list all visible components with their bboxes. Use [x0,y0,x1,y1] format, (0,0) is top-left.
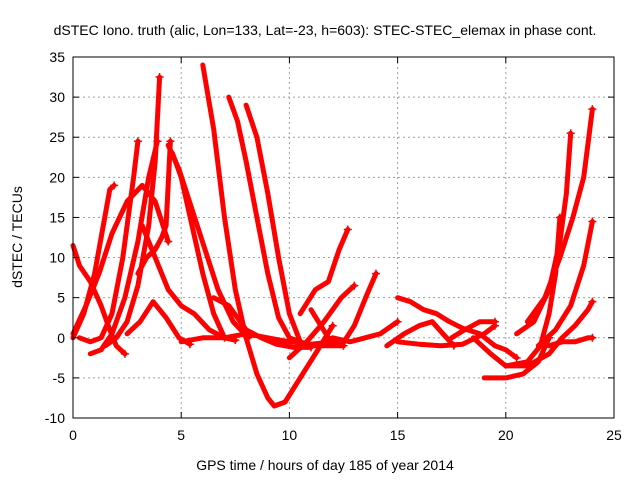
series-end-marker [328,321,337,330]
series-line-s5 [77,138,141,345]
y-tick-label: 15 [49,209,65,225]
series-end-marker [110,181,119,190]
series-end-marker [393,317,402,326]
x-axis-label: GPS time / hours of day 185 of year 2014 [196,457,454,473]
y-tick-label: 20 [49,169,65,185]
series-end-marker [490,317,499,326]
series-line-s6 [70,182,171,337]
series-line-s23 [395,323,498,349]
y-tick-label: 5 [57,290,65,306]
series-line-s13 [226,94,310,347]
y-tick-label: -5 [53,370,66,386]
series-line-s26 [481,335,552,381]
series-line-s24 [449,319,498,341]
series-end-marker [120,349,129,358]
series-layer [70,62,597,409]
y-tick-label: 0 [57,330,65,346]
series-end-marker [566,129,575,138]
series-line-s18 [297,227,351,317]
y-tick-label: 35 [49,49,65,65]
series-line-s4 [103,74,163,349]
series-line-s30 [535,219,595,349]
x-tick-label: 25 [606,427,622,443]
series-line-s10 [170,150,227,341]
series-end-marker [588,297,597,306]
x-tick-label: 10 [282,427,298,443]
y-tick-label: -10 [45,410,65,426]
y-tick-label: 30 [49,89,65,105]
y-tick-label: 10 [49,250,65,266]
series-line-s22 [384,319,457,349]
series-line-s7 [135,138,173,277]
series-end-marker [588,333,597,342]
series-line-s29 [524,106,595,325]
chart-title: dSTEC Iono. truth (alic, Lon=133, Lat=-2… [54,22,597,38]
series-line-s1 [70,243,128,357]
series-line-s20 [330,319,401,345]
series-end-marker [166,137,175,146]
series-line-s12 [200,62,336,409]
series-line-s17 [286,283,357,361]
series-end-marker [350,281,359,290]
series-line-s19 [308,271,379,349]
x-tick-label: 20 [498,427,514,443]
series-end-marker [343,225,352,234]
series-end-marker [588,217,597,226]
series-line-s21 [395,295,520,361]
series-end-marker [588,105,597,114]
series-line-s31 [546,335,595,349]
series-end-marker [155,73,164,82]
series-line-s25 [470,299,595,369]
x-tick-label: 15 [390,427,406,443]
y-axis-label: dSTEC / TECUs [9,186,25,288]
x-tick-label: 5 [177,427,185,443]
series-end-marker [133,137,142,146]
series-line-s3 [87,138,160,357]
series-line-s11 [124,299,193,347]
series-line-s28 [514,130,574,337]
y-tick-label: 25 [49,129,65,145]
tick-layer: 0 5 10 15 20 25 -10 -5 0 5 10 15 20 25 30 35 [45,49,622,443]
series-end-marker [512,353,521,362]
x-tick-label: 0 [69,427,77,443]
plot-frame [72,56,615,419]
series-end-marker [164,237,173,246]
series-end-marker [371,269,380,278]
